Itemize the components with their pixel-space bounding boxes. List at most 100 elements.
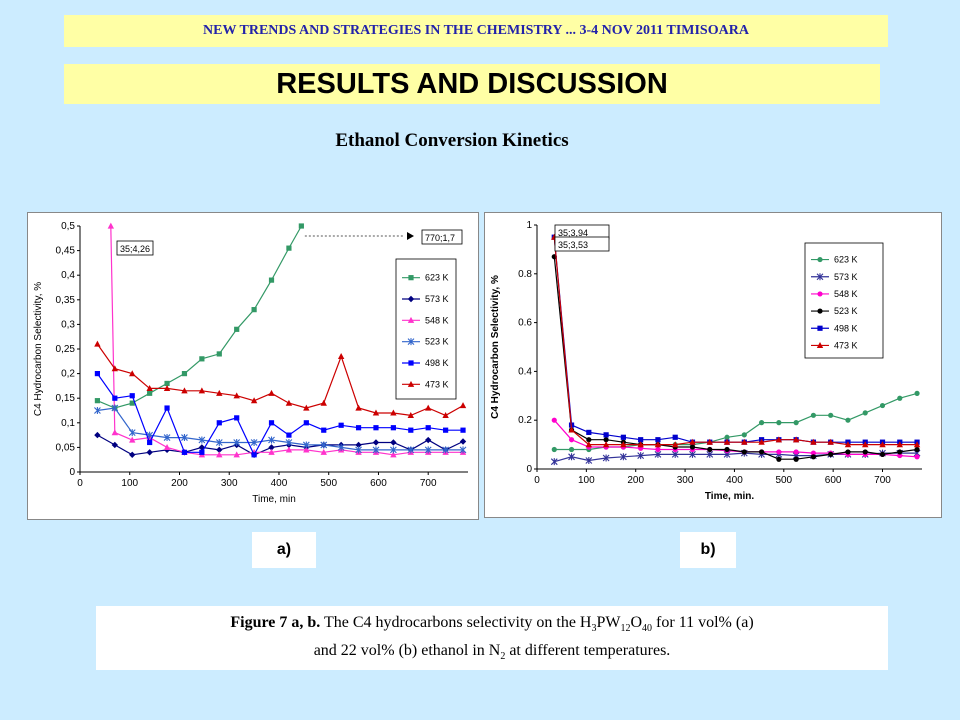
data-point xyxy=(107,222,115,229)
data-point xyxy=(286,245,292,251)
data-point xyxy=(459,402,467,409)
data-point xyxy=(816,342,824,349)
data-point xyxy=(251,307,257,313)
data-point xyxy=(94,407,101,414)
data-point xyxy=(234,415,240,421)
data-point xyxy=(568,437,575,443)
x-tick-label: 400 xyxy=(726,475,743,486)
annotation-box xyxy=(554,236,610,252)
data-point xyxy=(620,441,627,448)
data-point xyxy=(897,395,903,401)
data-point xyxy=(303,446,310,453)
x-tick-label: 600 xyxy=(825,475,842,486)
data-point xyxy=(827,438,834,445)
y-tick-label: 0 xyxy=(526,464,532,475)
data-point xyxy=(706,438,713,445)
data-point xyxy=(638,437,644,443)
data-point xyxy=(233,438,241,446)
data-point xyxy=(914,390,920,396)
data-point xyxy=(129,400,135,406)
data-point xyxy=(707,446,713,453)
y-tick-label: 0,3 xyxy=(61,319,75,330)
legend-label: 498 K xyxy=(425,358,449,368)
data-point xyxy=(181,449,188,455)
data-point xyxy=(268,277,275,283)
data-point xyxy=(355,446,362,454)
data-point xyxy=(585,441,593,448)
figure-caption: Figure 7 a, b. The C4 hydrocarbons selec… xyxy=(96,606,888,670)
data-point xyxy=(862,441,869,448)
data-point xyxy=(424,446,432,454)
x-tick-label: 300 xyxy=(221,478,238,489)
data-point xyxy=(181,434,188,442)
data-point xyxy=(568,453,575,461)
data-point xyxy=(216,351,222,357)
data-point xyxy=(303,404,310,411)
y-tick-label: 0,45 xyxy=(56,246,76,257)
data-point xyxy=(810,454,817,460)
data-point xyxy=(897,452,903,459)
data-point xyxy=(817,291,823,297)
annotation-box xyxy=(116,240,154,256)
data-point xyxy=(251,452,257,458)
label-a: a) xyxy=(252,532,316,568)
legend-label: 623 K xyxy=(834,255,858,265)
data-point xyxy=(862,410,868,416)
data-point xyxy=(741,449,747,455)
data-point xyxy=(459,446,467,454)
series-line xyxy=(97,407,463,451)
data-point xyxy=(408,427,414,433)
data-point xyxy=(758,438,765,445)
data-point xyxy=(146,384,153,391)
data-point xyxy=(793,449,799,455)
data-point xyxy=(390,409,397,416)
data-point xyxy=(792,436,800,443)
data-point xyxy=(215,438,223,446)
data-point xyxy=(724,434,730,440)
data-point xyxy=(94,371,101,377)
y-tick-label: 0.8 xyxy=(518,269,532,280)
x-tick-label: 200 xyxy=(627,475,644,486)
data-point xyxy=(407,295,415,303)
chart-a: 0 0,05 0,1 0,15 0,2 0,25 0,3 0,35 0,4 0,45 0,5 0 100… xyxy=(33,221,468,505)
x-tick-label: 400 xyxy=(271,478,288,489)
data-point xyxy=(460,427,466,433)
caption-text: and 22 vol% (b) ethanol in N xyxy=(313,642,501,660)
section-title: RESULTS AND DISCUSSION xyxy=(64,64,880,104)
data-point xyxy=(111,365,119,372)
annotation-box xyxy=(421,229,463,245)
x-tick-label: 300 xyxy=(677,475,694,486)
data-point xyxy=(128,429,136,437)
data-point xyxy=(776,449,782,455)
data-point xyxy=(216,420,222,426)
y-tick-label: 0,15 xyxy=(56,393,76,404)
legend-label: 573 K xyxy=(834,272,858,282)
legend-label: 523 K xyxy=(425,337,449,347)
caption-figure-number: Figure 7 a, b. xyxy=(230,614,321,631)
y-tick-label: 0 xyxy=(69,467,75,478)
data-point xyxy=(407,380,415,387)
series-line xyxy=(97,434,464,456)
data-point xyxy=(689,438,696,445)
chart-a-panel: 0 0,05 0,1 0,15 0,2 0,25 0,3 0,35 0,4 0,45 0,5 0 100… xyxy=(27,212,479,520)
x-tick-label: 600 xyxy=(370,478,387,489)
data-point xyxy=(897,449,903,455)
annotation-text: 35;3,94 xyxy=(558,228,588,238)
y-tick-label: 0,25 xyxy=(56,344,76,355)
data-point xyxy=(355,441,362,449)
data-point xyxy=(672,434,678,440)
annotation-text: 35;3,53 xyxy=(558,240,588,250)
data-point xyxy=(216,389,223,396)
series-line xyxy=(110,225,463,456)
data-point xyxy=(129,436,136,443)
annotation-arrow xyxy=(407,232,414,240)
data-point xyxy=(372,409,380,416)
legend-label: 573 K xyxy=(425,294,449,304)
data-point xyxy=(372,446,380,454)
data-point xyxy=(250,438,258,446)
data-point xyxy=(164,405,170,411)
x-tick-label: 0 xyxy=(534,475,540,486)
x-tick-label: 200 xyxy=(171,478,188,489)
data-point xyxy=(603,437,609,443)
caption-sub: 12 xyxy=(620,623,631,635)
